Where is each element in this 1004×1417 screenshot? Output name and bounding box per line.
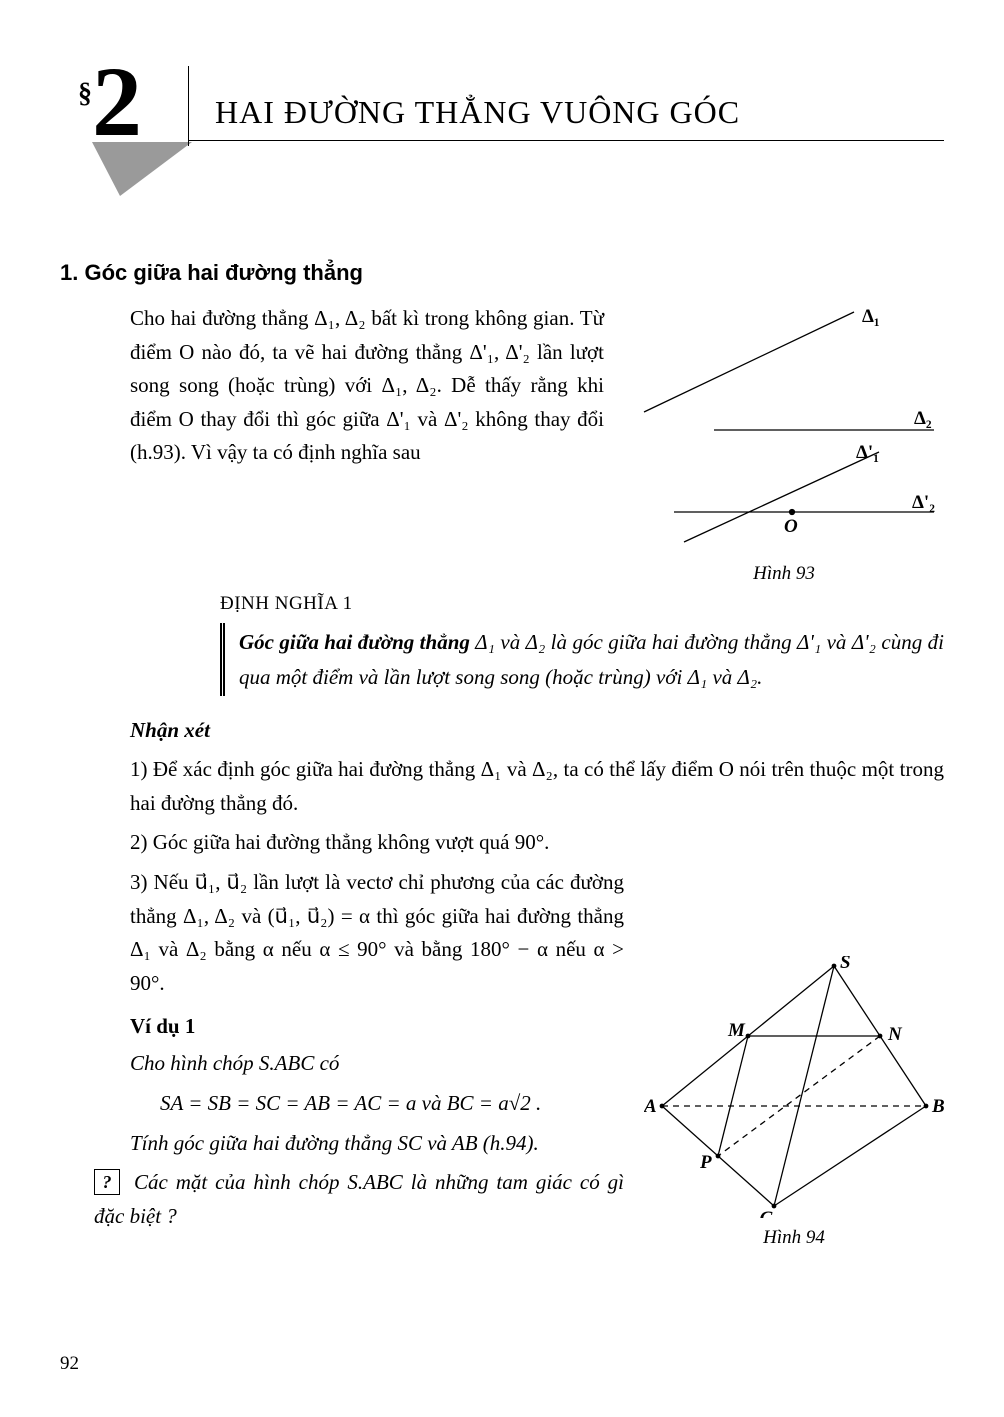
page-number: 92: [60, 1353, 79, 1375]
section1-paragraph: Cho hai đường thẳng Δ₁, Δ₂ bất kì trong …: [130, 302, 604, 470]
figure-93-svg: Δ₁ Δ₂ Δ'₁ Δ'₂ O: [624, 302, 944, 554]
figure-94-caption: Hình 94: [644, 1227, 944, 1249]
fig94-label-M: M: [727, 1020, 746, 1041]
example-line1: Cho hình chóp S.ABC có: [130, 1047, 624, 1081]
fig93-label-d2: Δ₂: [914, 408, 932, 429]
example-line2: SA = SB = SC = AB = AC = a và BC = a√2 .: [160, 1087, 624, 1121]
example-heading: Ví dụ 1: [130, 1014, 624, 1039]
remark-1: 1) Để xác định góc giữa hai đường thẳng …: [130, 753, 944, 820]
section1-text-col: Cho hai đường thẳng Δ₁, Δ₂ bất kì trong …: [60, 302, 604, 476]
fig94-label-P: P: [699, 1152, 712, 1173]
figure-94: S A B C M N P Hình 94: [644, 956, 944, 1249]
question-mark-box: ?: [94, 1169, 120, 1195]
fig94-label-C: C: [760, 1208, 773, 1218]
section-symbol: §: [78, 78, 92, 110]
fig94-label-S: S: [840, 956, 851, 973]
section-heading: 1. Góc giữa hai đường thẳng: [60, 260, 944, 286]
decorative-wedge: [92, 142, 192, 202]
definition-text: Góc giữa hai đường thẳng Δ₁ và Δ₂ là góc…: [220, 623, 944, 696]
fig93-label-d1: Δ₁: [862, 306, 880, 327]
fig94-label-B: B: [931, 1096, 944, 1117]
figure-94-svg: S A B C M N P: [644, 956, 944, 1218]
horizontal-divider: [188, 140, 944, 141]
example-line3: Tính góc giữa hai đường thẳng SC và AB (…: [130, 1127, 624, 1161]
remarks-heading: Nhận xét: [130, 718, 944, 743]
fig93-label-O: O: [784, 516, 798, 537]
chapter-number-block: § 2: [70, 70, 190, 200]
example-question: Các mặt của hình chóp S.ABC là những tam…: [94, 1170, 624, 1228]
chapter-number: 2: [92, 52, 142, 152]
fig94-label-A: A: [644, 1096, 657, 1117]
remark-2: 2) Góc giữa hai đường thẳng không vượt q…: [130, 826, 944, 860]
page: § 2 HAI ĐƯỜNG THẲNG VUÔNG GÓC 1. Góc giữ…: [0, 0, 1004, 1417]
figure-93: Δ₁ Δ₂ Δ'₁ Δ'₂ O Hình 93: [624, 302, 944, 585]
fig94-label-N: N: [887, 1024, 903, 1045]
fig93-label-d2p: Δ'₂: [912, 492, 935, 513]
vertical-divider: [188, 66, 189, 146]
example-question-line: ? Các mặt của hình chóp S.ABC là những t…: [94, 1166, 624, 1233]
definition-label: ĐỊNH NGHĨA 1: [220, 593, 944, 615]
chapter-title: HAI ĐƯỜNG THẲNG VUÔNG GÓC: [215, 94, 740, 131]
left-col: 3) Nếu u⃗₁, u⃗₂ lần lượt là vectơ chỉ ph…: [60, 866, 624, 1239]
remark-3: 3) Nếu u⃗₁, u⃗₂ lần lượt là vectơ chỉ ph…: [130, 866, 624, 1000]
remark3-and-example-row: 3) Nếu u⃗₁, u⃗₂ lần lượt là vectơ chỉ ph…: [60, 866, 944, 1249]
figure-93-caption: Hình 93: [624, 563, 944, 585]
fig93-label-d1p: Δ'₁: [856, 442, 879, 463]
chapter-header: § 2 HAI ĐƯỜNG THẲNG VUÔNG GÓC: [60, 70, 944, 200]
section1-row: Cho hai đường thẳng Δ₁, Δ₂ bất kì trong …: [60, 302, 944, 585]
